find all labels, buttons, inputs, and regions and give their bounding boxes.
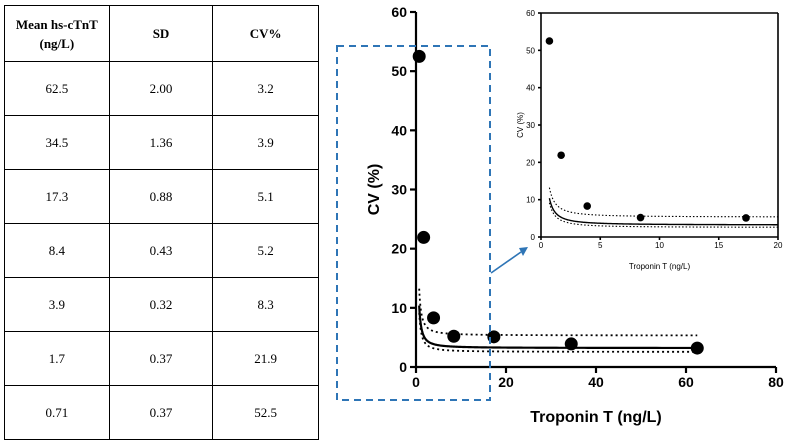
cell-sd: 2.00 xyxy=(108,61,214,116)
table-row: 62.5 2.00 3.2 xyxy=(4,61,319,116)
inset-x-tick-label: 15 xyxy=(714,241,723,250)
inset-data-point xyxy=(557,151,565,160)
inset-y-tick-label: 10 xyxy=(526,196,535,205)
main-data-point xyxy=(427,311,441,325)
cell-cv: 5.2 xyxy=(212,223,319,278)
table-row: 3.9 0.32 8.3 xyxy=(4,277,319,332)
inset-x-axis-label: Troponin T (ng/L) xyxy=(629,262,691,271)
main-x-tick-label: 60 xyxy=(678,374,694,390)
main-x-tick-label: 40 xyxy=(588,374,604,390)
cell-cv: 5.1 xyxy=(212,169,319,224)
main-y-tick-label: 10 xyxy=(391,300,407,316)
main-x-axis-label: Troponin T (ng/L) xyxy=(530,409,662,426)
inset-y-axis-label: CV (%) xyxy=(516,112,525,138)
main-y-axis-label: CV (%) xyxy=(366,164,383,216)
cell-sd: 0.32 xyxy=(108,277,214,332)
inset-y-tick-label: 30 xyxy=(526,121,535,130)
table-header-row: Mean hs-cTnT (ng/L) SD CV% xyxy=(4,5,319,62)
table-row: 17.3 0.88 5.1 xyxy=(4,169,319,224)
inset-data-point xyxy=(545,37,554,45)
main-upper-confidence-band xyxy=(418,288,698,337)
inset-data-point xyxy=(742,214,750,222)
inset-x-tick-label: 10 xyxy=(655,241,664,250)
inset-y-tick-label: 20 xyxy=(526,158,535,167)
cell-sd: 0.37 xyxy=(108,385,214,440)
main-data-point xyxy=(412,49,426,63)
main-y-tick-label: 0 xyxy=(399,359,407,375)
inset-x-tick-label: 5 xyxy=(598,241,603,250)
cv-table: Mean hs-cTnT (ng/L) SD CV% 62.5 2.00 3.2 34… xyxy=(4,5,319,440)
inset-data-point xyxy=(583,202,592,210)
inset-x-tick-label: 20 xyxy=(774,241,783,250)
main-data-point xyxy=(417,230,431,244)
main-x-tick-label: 0 xyxy=(412,374,420,390)
main-y-tick-label: 40 xyxy=(391,122,407,138)
main-data-point xyxy=(564,337,578,351)
cell-mean: 3.9 xyxy=(4,277,110,332)
cell-sd: 0.37 xyxy=(108,331,214,386)
cell-mean: 62.5 xyxy=(4,61,110,116)
zoom-arrow xyxy=(490,251,522,274)
main-fit-curve xyxy=(418,305,698,350)
inset-y-tick-label: 40 xyxy=(526,84,535,93)
inset-fit-curve xyxy=(548,198,778,226)
table-row: 0.71 0.37 52.5 xyxy=(4,385,319,440)
main-x-tick-label: 20 xyxy=(498,374,514,390)
main-y-tick-label: 50 xyxy=(391,63,407,79)
inset-y-tick-label: 50 xyxy=(526,46,535,55)
cell-cv: 52.5 xyxy=(212,385,319,440)
zoom-arrow-head xyxy=(519,247,528,256)
cell-sd: 1.36 xyxy=(108,115,214,170)
inset-y-tick-label: 0 xyxy=(531,233,536,242)
main-y-tick-label: 60 xyxy=(391,4,407,20)
header-mean-line-1: Mean hs-cTnT xyxy=(15,16,98,32)
cell-mean: 17.3 xyxy=(4,169,110,224)
cell-mean: 34.5 xyxy=(4,115,110,170)
inset-y-tick-label: 60 xyxy=(526,9,535,18)
header-mean-line-2: (ng/L) xyxy=(39,35,75,51)
cell-sd: 0.43 xyxy=(108,223,214,278)
main-y-tick-label: 20 xyxy=(391,241,407,257)
inset-data-point xyxy=(636,213,645,222)
cell-mean: 0.71 xyxy=(4,385,110,440)
inset-lower-confidence-band xyxy=(548,202,779,228)
inset-x-tick-label: 0 xyxy=(539,241,544,250)
cell-mean: 1.7 xyxy=(4,331,110,386)
main-x-tick-label: 80 xyxy=(768,374,784,390)
main-data-point xyxy=(690,341,704,355)
main-data-point xyxy=(447,329,461,343)
inset-upper-confidence-band xyxy=(548,187,779,218)
header-mean-hs-ctnt: Mean hs-cTnT (ng/L) xyxy=(4,5,110,62)
zoom-region-box xyxy=(336,45,491,401)
header-sd: SD xyxy=(108,5,214,62)
main-y-tick-label: 30 xyxy=(391,182,407,198)
cell-sd: 0.88 xyxy=(108,169,214,224)
main-lower-confidence-band xyxy=(418,312,698,353)
table-row: 1.7 0.37 21.9 xyxy=(4,331,319,386)
header-cv: CV% xyxy=(212,5,319,62)
